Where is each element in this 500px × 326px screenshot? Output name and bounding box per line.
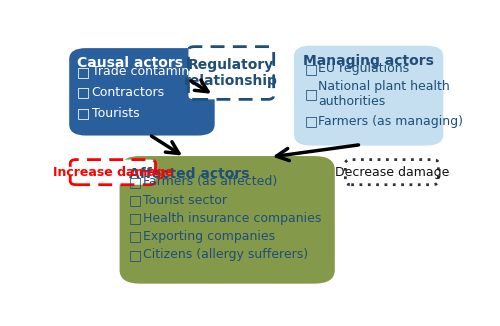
Text: Farmers (as affected): Farmers (as affected)	[143, 175, 278, 188]
Text: □: □	[77, 86, 90, 99]
Text: Causal actors: Causal actors	[77, 56, 183, 70]
Text: EU regulations: EU regulations	[318, 62, 410, 75]
Text: Tourists: Tourists	[92, 107, 139, 120]
Text: □: □	[129, 230, 142, 244]
Text: Tourist sector: Tourist sector	[143, 194, 227, 207]
Text: Farmers (as managing): Farmers (as managing)	[318, 115, 463, 128]
Text: Contractors: Contractors	[92, 86, 164, 99]
Text: □: □	[304, 114, 318, 128]
Text: Decrease damage: Decrease damage	[334, 166, 449, 179]
FancyBboxPatch shape	[188, 47, 274, 99]
Text: □: □	[304, 87, 318, 101]
FancyBboxPatch shape	[120, 157, 334, 283]
Text: Affected actors: Affected actors	[129, 167, 250, 181]
Text: □: □	[129, 175, 142, 189]
Text: □: □	[77, 65, 90, 79]
Text: National plant health
authorities: National plant health authorities	[318, 80, 450, 108]
FancyBboxPatch shape	[70, 49, 214, 135]
Text: Trade contaminated materials: Trade contaminated materials	[92, 65, 280, 78]
FancyBboxPatch shape	[70, 160, 156, 185]
Text: Increase damage: Increase damage	[52, 166, 173, 179]
Text: Health insurance companies: Health insurance companies	[143, 212, 322, 225]
FancyBboxPatch shape	[295, 47, 442, 144]
Text: □: □	[129, 193, 142, 207]
Text: Exporting companies: Exporting companies	[143, 230, 275, 243]
Text: □: □	[77, 106, 90, 120]
Text: Managing actors: Managing actors	[303, 54, 434, 68]
Text: □: □	[304, 62, 318, 76]
Text: Regulatory
relationship: Regulatory relationship	[184, 58, 278, 88]
FancyBboxPatch shape	[346, 160, 438, 185]
Text: □: □	[129, 248, 142, 262]
Text: □: □	[129, 211, 142, 225]
Text: Citizens (allergy sufferers): Citizens (allergy sufferers)	[143, 248, 308, 261]
